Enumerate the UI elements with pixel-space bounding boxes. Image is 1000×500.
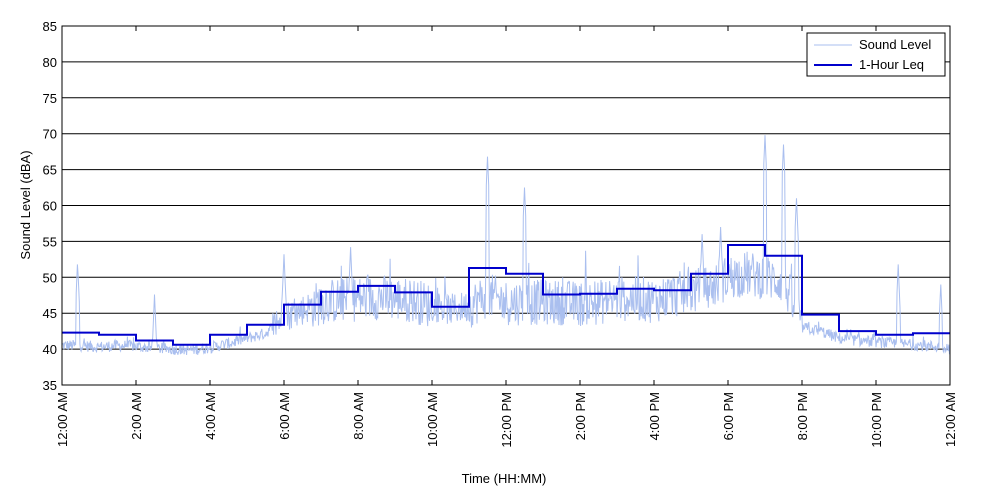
leq-step-layer (62, 244, 950, 346)
x-tick-label: 6:00 AM (277, 392, 292, 440)
y-tick-label: 80 (43, 55, 57, 70)
y-tick-label: 70 (43, 127, 57, 142)
legend-box (806, 32, 946, 77)
sound-level-line (61, 135, 951, 356)
y-tick-label: 85 (43, 19, 57, 34)
y-tick-label: 60 (43, 199, 57, 214)
sound-level-trace-layer (61, 135, 951, 356)
x-tick-label: 10:00 AM (425, 392, 440, 447)
x-axis-label: Time (HH:MM) (462, 471, 547, 486)
legend: Sound Level 1-Hour Leq (806, 32, 946, 77)
x-tick-label: 2:00 PM (573, 392, 588, 440)
x-tick-label: 8:00 AM (351, 392, 366, 440)
y-tick-label: 45 (43, 306, 57, 321)
leq-step-line (62, 244, 950, 346)
x-tick-label: 2:00 AM (129, 392, 144, 440)
x-tick-label: 12:00 PM (499, 392, 514, 448)
x-axis-ticks: 12:00 AM 2:00 AM 4:00 AM 6:00 AM 8:00 AM 10:0… (55, 26, 958, 448)
y-tick-label: 65 (43, 163, 57, 178)
y-tick-label: 35 (43, 378, 57, 393)
x-tick-label: 6:00 PM (721, 392, 736, 440)
legend-label-sound-level: Sound Level (859, 37, 931, 52)
x-tick-label: 8:00 PM (795, 392, 810, 440)
x-tick-label: 4:00 AM (203, 392, 218, 440)
x-tick-label: 4:00 PM (647, 392, 662, 440)
x-tick-label: 10:00 PM (869, 392, 884, 448)
y-tick-label: 50 (43, 270, 57, 285)
y-tick-label: 40 (43, 342, 57, 357)
x-tick-label: 12:00 AM (943, 392, 958, 447)
y-axis-ticks: 35 40 45 50 55 60 65 70 75 80 85 (43, 19, 57, 393)
gridlines (62, 61, 950, 350)
x-tick-label: 12:00 AM (55, 392, 70, 447)
y-axis-label: Sound Level (dBA) (18, 150, 33, 259)
legend-label-leq: 1-Hour Leq (859, 57, 924, 72)
y-tick-label: 55 (43, 234, 57, 249)
y-tick-label: 75 (43, 91, 57, 106)
